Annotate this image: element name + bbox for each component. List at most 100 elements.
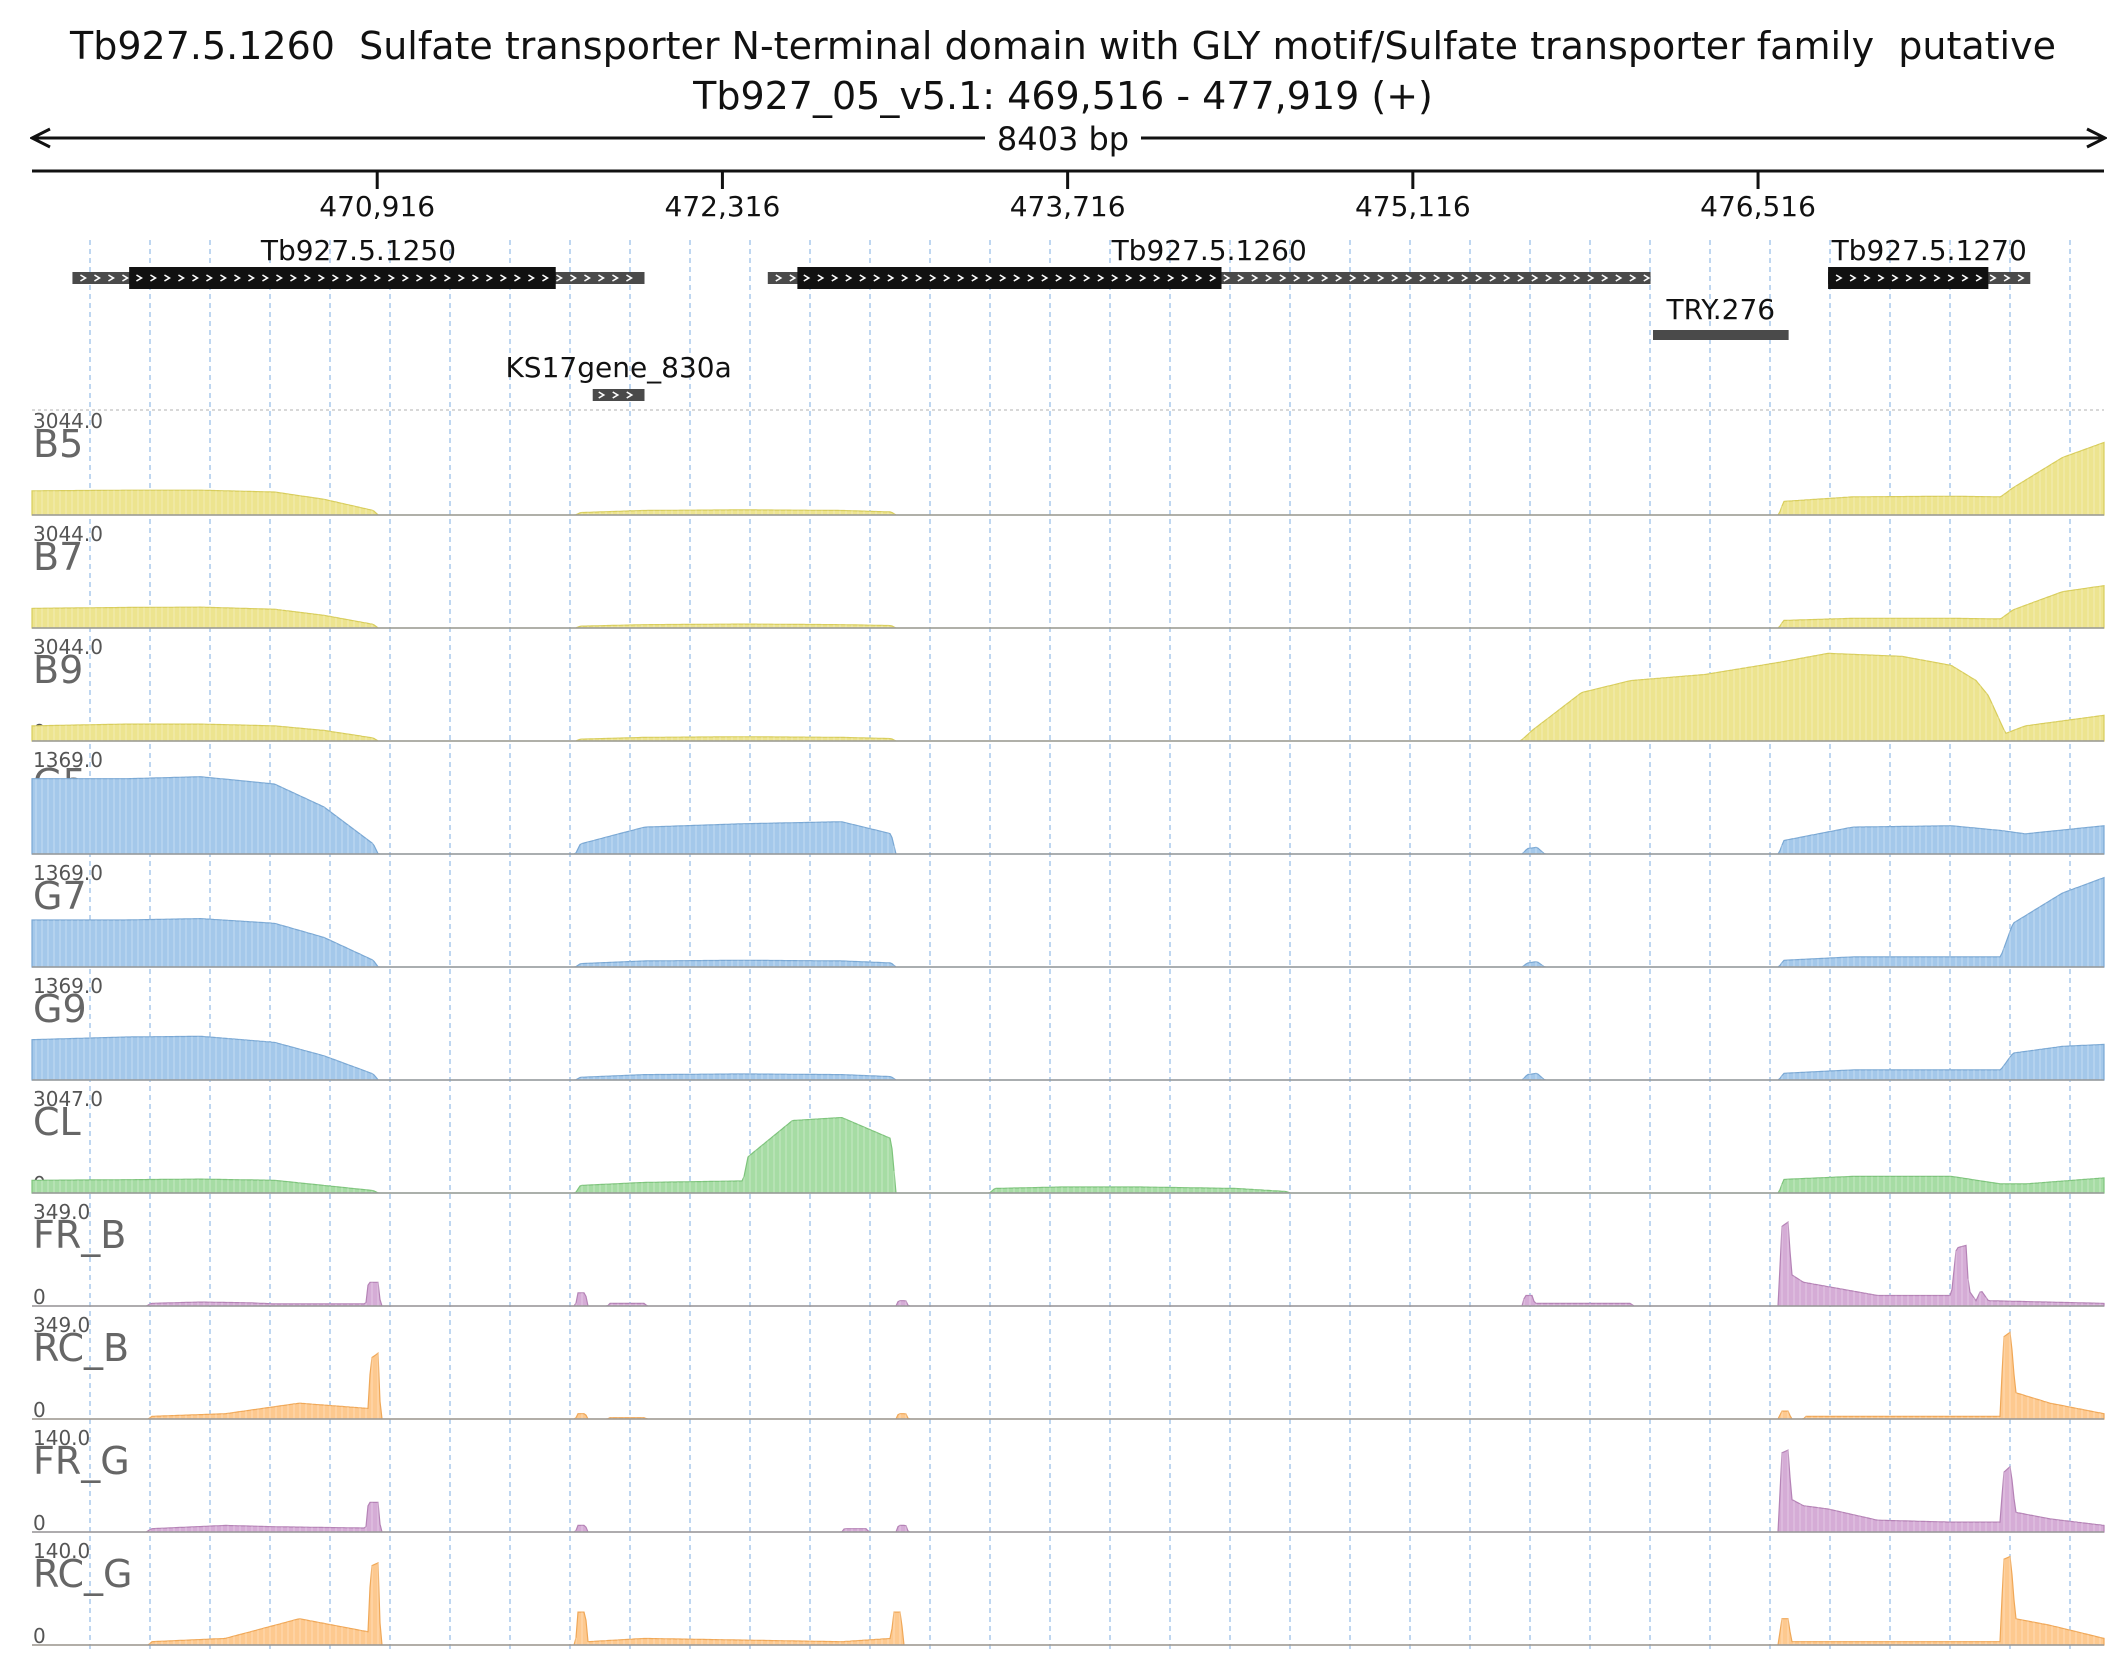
strand-arrow	[262, 274, 269, 282]
track-g5: G51369.00	[31, 748, 2105, 857]
track-name: RC_G	[33, 1552, 133, 1596]
strand-arrow	[1097, 274, 1105, 282]
coverage-bars	[35, 879, 2101, 967]
strand-arrow	[999, 274, 1007, 282]
strand-arrow	[234, 274, 241, 282]
strand-arrow	[332, 274, 339, 282]
strand-arrow	[1405, 274, 1413, 282]
coverage-area	[32, 1331, 2105, 1420]
strand-arrow	[1835, 274, 1843, 282]
strand-arrow	[845, 274, 853, 282]
strand-arrow	[486, 274, 493, 282]
feature-label: KS17gene_830a	[505, 351, 731, 384]
strand-arrow	[290, 274, 297, 282]
strand-arrow	[1013, 274, 1021, 282]
strand-arrow	[206, 274, 213, 282]
strand-arrow	[789, 274, 797, 282]
coverage-bars	[35, 653, 2101, 741]
strand-arrow	[957, 274, 965, 282]
track-max-label: 1369.0	[33, 974, 103, 998]
strand-arrow	[1891, 274, 1899, 282]
strand-arrow	[831, 274, 839, 282]
strand-arrow	[598, 391, 606, 399]
track-max-label: 349.0	[33, 1313, 90, 1337]
track-name: B7	[33, 535, 83, 579]
strand-arrow	[220, 274, 227, 282]
span-label: 8403 bp	[997, 120, 1129, 158]
gene-label: Tb927.5.1260	[1111, 234, 1307, 267]
strand-arrow	[1849, 274, 1857, 282]
strand-arrow	[444, 274, 451, 282]
coverage-area	[31, 776, 2105, 855]
strand-arrow	[1489, 274, 1497, 282]
grid-lines	[89, 240, 2071, 1653]
strand-arrow	[374, 274, 381, 282]
gene-cds	[129, 267, 556, 289]
strand-arrow	[1503, 274, 1511, 282]
strand-arrow	[1905, 274, 1913, 282]
strand-arrow	[584, 274, 591, 282]
strand-arrow	[1363, 274, 1371, 282]
strand-arrow	[1125, 274, 1133, 282]
strand-arrows	[1835, 274, 2025, 282]
coverage-area	[31, 652, 2105, 742]
strand-arrow	[1447, 274, 1455, 282]
feature-bar	[1653, 330, 1789, 340]
strand-arrow	[1209, 274, 1217, 282]
track-name: FR_B	[33, 1213, 126, 1257]
strand-arrow	[192, 274, 199, 282]
strand-arrow	[1391, 274, 1399, 282]
strand-arrow	[1531, 274, 1539, 282]
coverage-area	[31, 585, 2105, 629]
strand-arrow	[1027, 274, 1035, 282]
strand-arrow	[1181, 274, 1189, 282]
ruler: 470,916 472,316 473,716 475,116 476,516	[32, 169, 2104, 223]
strand-arrow	[1517, 274, 1525, 282]
strand-arrow	[1139, 274, 1147, 282]
coverage-area	[31, 441, 2105, 516]
coverage-area	[32, 1555, 2105, 1646]
strand-arrow	[1545, 274, 1553, 282]
strand-arrow	[1223, 274, 1231, 282]
coverage-bars	[149, 1450, 2101, 1532]
strand-arrow	[1153, 274, 1161, 282]
track-name: CL	[33, 1100, 81, 1144]
strand-arrow	[500, 274, 507, 282]
strand-arrow	[901, 274, 909, 282]
strand-arrow	[1989, 274, 1997, 282]
strand-arrow	[2003, 274, 2011, 282]
strand-arrow	[150, 274, 157, 282]
strand-arrow	[612, 274, 619, 282]
strand-arrow	[304, 274, 311, 282]
strand-arrow	[430, 274, 437, 282]
strand-arrow	[108, 274, 115, 282]
strand-arrow	[1975, 274, 1983, 282]
strand-arrow	[915, 274, 923, 282]
strand-arrow	[1433, 274, 1441, 282]
strand-arrow	[1475, 274, 1483, 282]
span-indicator: 8403 bp	[32, 118, 2105, 158]
strand-arrow	[1251, 274, 1259, 282]
coverage-bars	[35, 776, 2101, 854]
strand-arrow	[472, 274, 479, 282]
strand-arrow	[1933, 274, 1941, 282]
strand-arrow	[248, 274, 255, 282]
ruler-tick-label: 473,716	[1010, 190, 1126, 223]
strand-arrow	[1195, 274, 1203, 282]
strand-arrow	[859, 274, 867, 282]
track-max-label: 1369.0	[33, 748, 103, 772]
strand-arrow	[1573, 274, 1581, 282]
strand-arrow	[1961, 274, 1969, 282]
strand-arrow	[1349, 274, 1357, 282]
coverage-area	[31, 1117, 2105, 1194]
ruler-tick-label: 472,316	[665, 190, 781, 223]
